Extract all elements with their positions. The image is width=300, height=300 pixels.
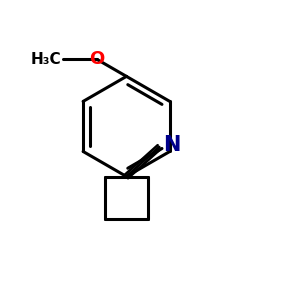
Text: H₃C: H₃C xyxy=(30,52,61,67)
Text: O: O xyxy=(89,50,105,68)
Text: N: N xyxy=(163,136,180,155)
